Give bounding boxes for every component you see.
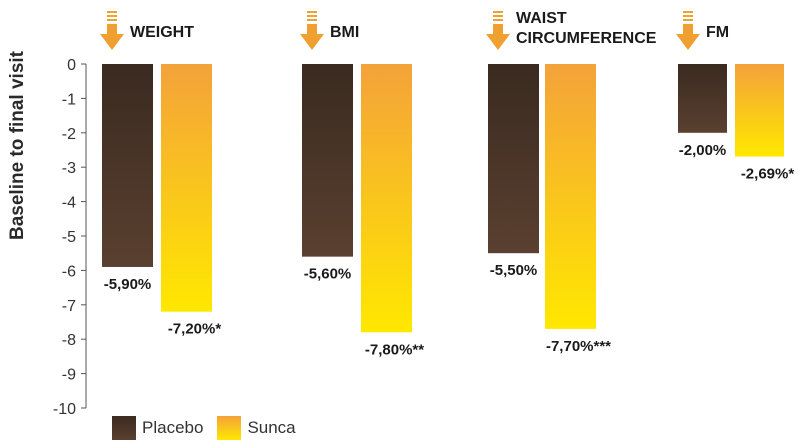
category-label: WEIGHT [130, 24, 194, 41]
y-tick-label: -5 [62, 229, 76, 246]
y-tick-label: -1 [62, 91, 76, 108]
legend-swatch-sunca [217, 416, 242, 440]
y-tick-label: -4 [62, 195, 76, 212]
bar-sunca [361, 64, 412, 333]
legend-item-placebo: Placebo [112, 416, 203, 440]
y-tick-label: 0 [67, 57, 76, 74]
bar-sunca [161, 64, 212, 312]
down-arrow-icon [676, 11, 700, 50]
y-tick-label: -10 [53, 401, 76, 418]
y-tick-label: -3 [62, 160, 76, 177]
data-label: -7,80%** [365, 341, 424, 358]
down-arrow-icon [100, 11, 124, 50]
bar-placebo [488, 64, 539, 254]
bar-placebo [102, 64, 153, 267]
y-tick-label: -9 [62, 367, 76, 384]
legend-label-placebo: Placebo [142, 418, 204, 437]
legend: Placebo Sunca [112, 416, 310, 440]
legend-label-sunca: Sunca [247, 418, 296, 437]
y-tick-label: -7 [62, 298, 76, 315]
down-arrow-icon [486, 11, 510, 50]
y-tick-label: -6 [62, 263, 76, 280]
legend-swatch-placebo [112, 416, 136, 440]
category-label: FM [706, 24, 729, 41]
category-label: WAIST [516, 10, 567, 27]
data-label: -5,90% [104, 276, 152, 293]
data-label: -2,00% [679, 142, 727, 159]
category-label: CIRCUMFERENCE [516, 30, 657, 47]
bar-placebo [302, 64, 353, 257]
data-label: -7,20%* [168, 321, 222, 338]
data-label: -7,70%*** [546, 338, 611, 355]
data-label: -2,69%* [741, 166, 795, 183]
data-label: -5,50% [490, 262, 538, 279]
bar-sunca [735, 64, 784, 157]
category-label: BMI [330, 24, 359, 41]
bar-sunca [545, 64, 596, 329]
down-arrow-icon [300, 11, 324, 50]
y-tick-label: -2 [62, 126, 76, 143]
bar-placebo [678, 64, 727, 133]
y-axis-label: Baseline to final visit [7, 51, 28, 240]
data-label: -5,60% [304, 266, 352, 283]
legend-item-sunca: Sunca [217, 416, 296, 440]
y-tick-label: -8 [62, 332, 76, 349]
